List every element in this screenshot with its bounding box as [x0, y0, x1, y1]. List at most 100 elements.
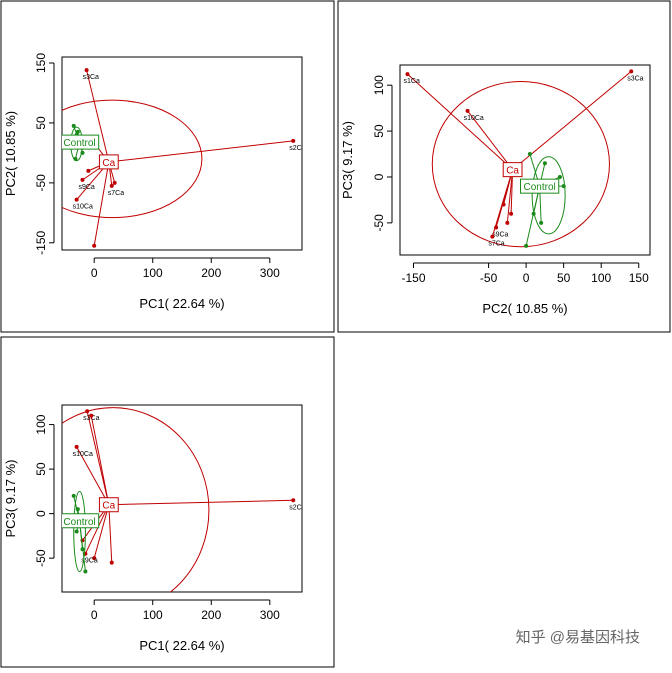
x-tick-label: -50: [480, 271, 498, 285]
panel: 0 100 200 300 -50 0 50 100 PC1( 22.64 %) PC3( 9.1…: [0, 336, 335, 668]
y-tick-label: 0: [34, 510, 48, 517]
group-centroid: [62, 134, 100, 150]
point: [75, 129, 80, 134]
point: [75, 507, 80, 512]
point: [524, 243, 529, 248]
star-line: [93, 504, 110, 559]
group-label: Control: [524, 182, 556, 193]
point: [291, 498, 296, 503]
star-line: [86, 70, 110, 163]
panel-border: [337, 0, 671, 333]
point: [80, 150, 85, 155]
y-axis-label: PC3( 9.17 %): [340, 121, 355, 199]
point: [539, 220, 544, 225]
x-tick-label: 100: [591, 271, 611, 285]
point-label: s9Ca: [81, 558, 97, 565]
group-label: Ca: [102, 158, 115, 169]
point: [557, 174, 562, 179]
y-tick-label: 150: [34, 53, 48, 73]
group-centroid: [98, 497, 119, 513]
panel: 0 100 200 300 -150 -50 50 150 PC1( 22.64 %) PC2( …: [0, 0, 335, 333]
watermark: 知乎 @易基因科技: [516, 629, 640, 646]
star-line: [467, 110, 514, 170]
x-axis-label: PC1( 22.64 %): [139, 638, 224, 653]
x-tick-label: 200: [201, 266, 221, 280]
star-line: [84, 504, 110, 554]
x-tick-label: 50: [557, 271, 571, 285]
confidence-ellipse: [531, 156, 566, 235]
group-label: Ca: [506, 166, 519, 177]
point: [405, 72, 410, 77]
point: [542, 161, 547, 166]
point-label: s2Ca: [289, 504, 305, 511]
point: [85, 409, 90, 414]
group-centroid: [520, 178, 560, 194]
group-centroid: [62, 513, 100, 529]
point-label: s10Ca: [73, 204, 93, 211]
confidence-ellipse: [62, 99, 203, 219]
x-tick-label: 100: [143, 608, 163, 622]
point: [74, 197, 79, 202]
point: [89, 413, 94, 418]
y-axis-label: PC2( 10.85 %): [3, 111, 18, 196]
y-tick-label: -150: [34, 230, 48, 254]
star-line: [86, 411, 110, 505]
point: [629, 69, 634, 74]
star-line: [506, 169, 514, 223]
y-tick-label: -50: [372, 214, 386, 232]
x-tick-label: 0: [91, 266, 98, 280]
y-tick-label: 100: [372, 75, 386, 95]
point: [465, 108, 470, 113]
point-label: s2Ca: [289, 145, 305, 152]
point: [71, 493, 76, 498]
panel-border: [0, 0, 335, 333]
group-centroid: [502, 162, 523, 178]
point: [490, 234, 495, 239]
point-label: s9Ca: [78, 184, 94, 191]
star-line: [491, 169, 514, 237]
y-tick-label: -50: [34, 549, 48, 567]
x-tick-label: 0: [91, 608, 98, 622]
point-label: s7Ca: [108, 190, 124, 197]
x-tick-label: -150: [401, 271, 425, 285]
star-line: [525, 186, 541, 246]
point: [74, 529, 79, 534]
x-tick-label: 100: [143, 266, 163, 280]
group-label: Control: [63, 517, 95, 528]
y-tick-label: 50: [34, 116, 48, 130]
x-tick-label: 150: [629, 271, 649, 285]
plot-frame: [399, 64, 651, 256]
star-line: [90, 415, 110, 505]
point-label: s9Ca: [492, 231, 508, 238]
point-label: s10Ca: [464, 115, 484, 122]
point-label: s3Ca: [83, 74, 99, 81]
group-centroid: [98, 154, 119, 170]
panel: -150 -50 0 50 100 150 -50 0 50 100 PC2( 10.85 %) PC…: [337, 0, 671, 333]
point: [73, 156, 78, 161]
group-label: Ca: [102, 501, 115, 512]
point: [86, 168, 91, 173]
star-line: [108, 140, 294, 163]
confidence-ellipse: [62, 407, 210, 592]
point: [527, 152, 532, 157]
x-tick-label: 300: [260, 266, 280, 280]
plot-frame: [61, 56, 303, 251]
confidence-ellipse: [73, 490, 86, 573]
x-tick-label: 200: [201, 608, 221, 622]
x-tick-label: 0: [523, 271, 530, 285]
plot-area: s3Ca s2Ca s7Ca s10Ca s9Ca Ca Control: [62, 68, 305, 248]
point: [112, 180, 117, 185]
point-label: s10Ca: [73, 451, 93, 458]
point: [291, 138, 296, 143]
star-line: [512, 71, 632, 171]
point: [509, 211, 514, 216]
star-line: [76, 446, 110, 505]
y-tick-label: 50: [372, 124, 386, 138]
y-tick-label: -50: [34, 174, 48, 192]
point: [561, 184, 566, 189]
point: [83, 569, 88, 574]
point: [109, 560, 114, 565]
point: [505, 220, 510, 225]
star-line: [108, 504, 113, 563]
